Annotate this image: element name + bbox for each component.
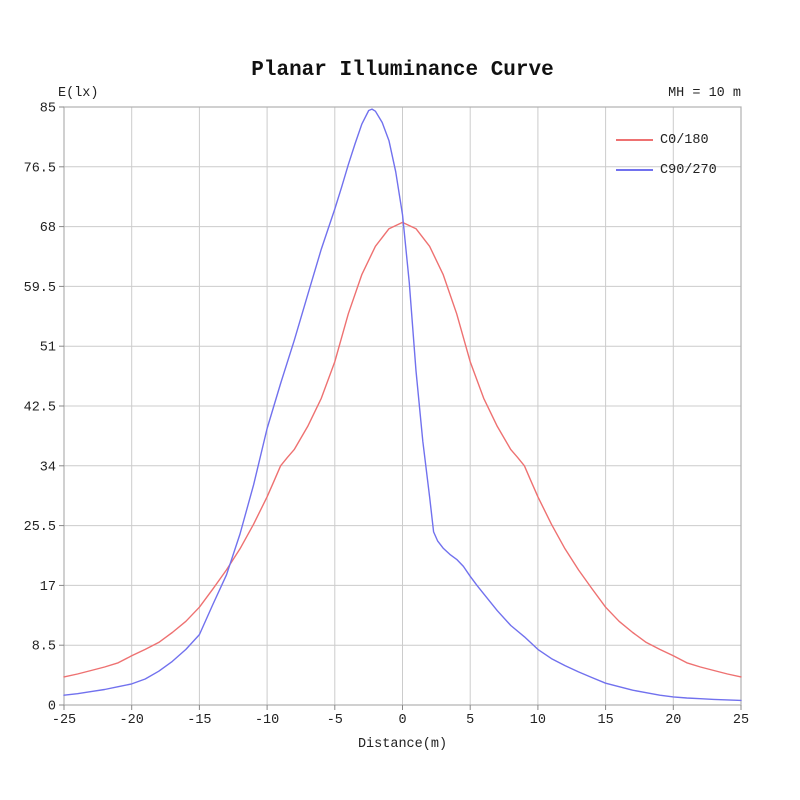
svg-text:0: 0 bbox=[48, 700, 56, 715]
legend-line-sample-icon bbox=[616, 139, 653, 141]
chart-title: Planar Illuminance Curve bbox=[251, 59, 554, 82]
svg-text:51: 51 bbox=[40, 341, 56, 356]
svg-text:5: 5 bbox=[466, 713, 474, 728]
svg-text:-5: -5 bbox=[327, 713, 343, 728]
svg-text:10: 10 bbox=[530, 713, 546, 728]
svg-text:25: 25 bbox=[733, 713, 749, 728]
svg-text:-15: -15 bbox=[187, 713, 211, 728]
svg-text:68: 68 bbox=[40, 221, 56, 236]
x-axis-label: Distance(m) bbox=[357, 737, 448, 752]
svg-text:-10: -10 bbox=[255, 713, 279, 728]
svg-text:17: 17 bbox=[40, 580, 56, 595]
legend-label-c90-270: C90/270 bbox=[660, 162, 717, 178]
y-axis-unit-label: E(lx) bbox=[58, 86, 99, 101]
svg-text:59.5: 59.5 bbox=[24, 281, 56, 296]
mounting-height-annotation: MH = 10 m bbox=[668, 86, 741, 101]
legend: C0/180 C90/270 bbox=[616, 125, 717, 185]
svg-text:25.5: 25.5 bbox=[24, 520, 56, 535]
svg-text:15: 15 bbox=[597, 713, 613, 728]
svg-text:0: 0 bbox=[398, 713, 406, 728]
legend-item-c90-270: C90/270 bbox=[616, 155, 717, 185]
legend-label-c0-180: C0/180 bbox=[660, 132, 709, 148]
legend-line-sample-icon bbox=[616, 169, 653, 171]
svg-text:-25: -25 bbox=[52, 713, 76, 728]
svg-text:42.5: 42.5 bbox=[24, 401, 56, 416]
legend-item-c0-180: C0/180 bbox=[616, 125, 717, 155]
svg-text:-20: -20 bbox=[120, 713, 144, 728]
svg-text:85: 85 bbox=[40, 102, 56, 117]
svg-text:8.5: 8.5 bbox=[32, 640, 56, 655]
svg-text:20: 20 bbox=[665, 713, 681, 728]
svg-text:76.5: 76.5 bbox=[24, 161, 56, 176]
svg-text:34: 34 bbox=[40, 460, 56, 475]
